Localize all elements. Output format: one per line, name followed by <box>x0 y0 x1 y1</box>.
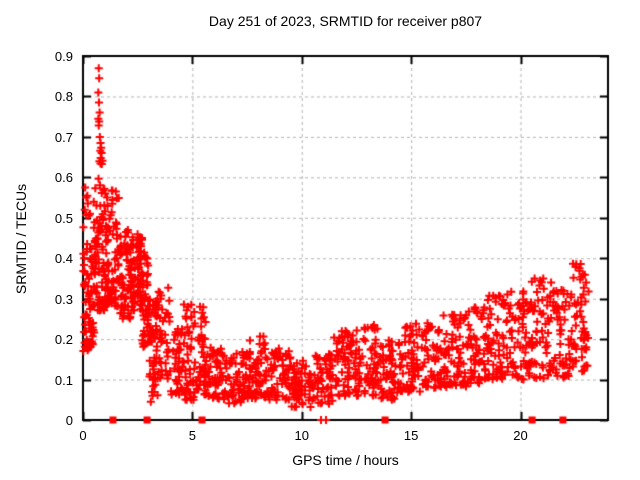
y-tick-label: 0 <box>65 413 73 428</box>
y-tick-label: 0.5 <box>54 210 73 226</box>
x-tick-label: 0 <box>79 428 87 443</box>
y-tick-label: 0.9 <box>54 49 73 64</box>
chart-title: Day 251 of 2023, SRMTID for receiver p80… <box>208 13 483 29</box>
x-tick-label: 20 <box>513 428 528 443</box>
x-tick-label: 5 <box>188 428 196 443</box>
y-tick-label: 0.4 <box>54 251 73 267</box>
x-tick-label: 10 <box>294 428 309 443</box>
y-tick-label: 0.8 <box>54 89 73 105</box>
y-tick-label: 0.3 <box>54 291 73 307</box>
x-tick-label: 15 <box>403 428 419 443</box>
y-tick-label: 0.1 <box>54 372 73 388</box>
y-tick-label: 0.2 <box>54 332 73 348</box>
y-tick-label: 0.7 <box>54 129 73 145</box>
y-axis-title: SRMTID / TECUs <box>13 183 29 295</box>
x-axis-title: GPS time / hours <box>292 452 399 468</box>
y-tick-label: 0.6 <box>54 170 73 186</box>
